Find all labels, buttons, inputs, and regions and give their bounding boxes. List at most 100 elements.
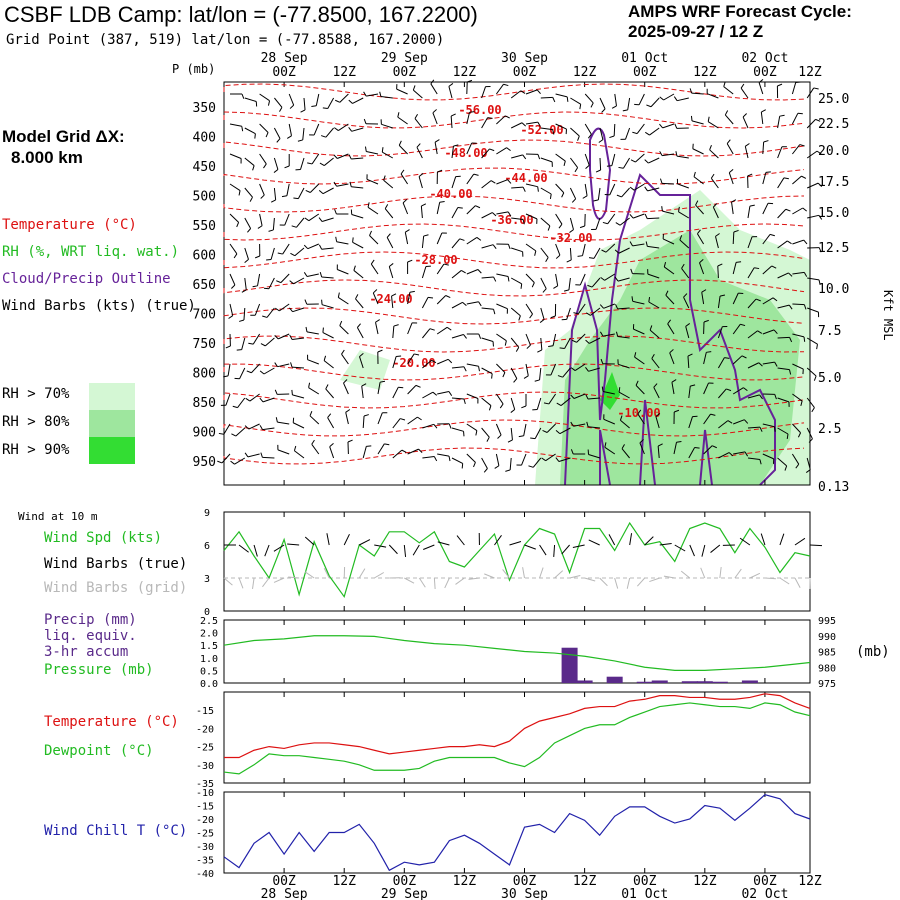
temperature-contour <box>223 195 805 213</box>
wind-barb-flag <box>733 229 739 233</box>
wind-barb-flag <box>543 402 550 405</box>
wind-barb-staff <box>726 143 734 155</box>
wind-barb-staff <box>732 292 739 305</box>
wind-barb-staff <box>617 336 630 339</box>
wind-barb-staff <box>510 367 518 379</box>
wind-barb-flag <box>497 434 502 439</box>
wind-barb-staff <box>259 93 270 102</box>
wind-barb-flag <box>335 236 338 242</box>
height-tick-label: 10.0 <box>818 282 849 297</box>
wind-barb-staff <box>244 217 252 229</box>
time-tick-top: 12Z <box>332 65 356 80</box>
wind-barb-staff <box>570 157 579 168</box>
wind-speed-label: Wind Spd (kts) <box>44 530 163 546</box>
time-tick-bottom: 12Z <box>693 874 717 889</box>
wind-barb-staff <box>294 247 305 257</box>
wind-barb-flag <box>300 109 306 113</box>
wind-barb-flag <box>448 423 452 429</box>
wind-barb-flag <box>252 285 258 288</box>
wind-barb-staff <box>603 418 615 425</box>
wind-barb-flag <box>407 259 413 263</box>
wind-barb-staff <box>496 303 508 310</box>
wind-barb-true <box>674 544 686 552</box>
wind-barb-flag <box>423 234 429 237</box>
wind-barb-flag <box>727 420 733 424</box>
wind-barb-flag <box>318 217 323 222</box>
wind-barb-flag <box>740 323 746 327</box>
wind-barb-flag <box>570 367 576 371</box>
temperature-contour-label: -44.00 <box>504 171 547 185</box>
wind-barb-staff <box>451 457 463 464</box>
wind-barb-flag <box>412 85 416 91</box>
windchill-tick: -25 <box>196 829 214 840</box>
height-tick-label: 7.5 <box>818 324 841 339</box>
wind-barb-flag <box>228 315 233 319</box>
wind-barb-staff <box>359 356 364 369</box>
wind-barb-staff <box>540 307 545 320</box>
wind-barb-staff <box>655 416 660 429</box>
wind-barb-staff <box>407 353 415 365</box>
wind-barb-flag <box>490 180 496 184</box>
wind-barb-staff <box>552 333 557 346</box>
wind-barb-staff <box>570 127 580 137</box>
temp-tick: -35 <box>196 779 214 790</box>
wind-barb-flag <box>644 213 648 219</box>
wind-barb-flag <box>744 419 749 424</box>
wind-barb-flag <box>761 109 766 113</box>
wind-barb-staff <box>436 202 441 215</box>
wind-barb-staff <box>637 413 645 425</box>
wind-barb-flag <box>439 200 445 203</box>
wind-barb-staff <box>588 426 601 429</box>
wind-barb-staff <box>244 277 247 290</box>
temp-tick: -25 <box>196 743 214 754</box>
wind-barb-flag <box>536 89 541 94</box>
wind-barb-staff <box>307 359 319 365</box>
wind-barb-staff <box>555 213 563 225</box>
wind-barb-staff <box>688 386 691 399</box>
wind-barb-flag <box>803 304 807 310</box>
wind-barb-flag <box>813 375 817 381</box>
precip-panel-frame <box>223 619 811 684</box>
wind-barb-flag <box>577 135 580 141</box>
wind-barb-flag <box>523 375 529 379</box>
wind-barb-flag <box>788 304 793 310</box>
wind-barb-staff <box>618 247 630 254</box>
wind-barb-staff <box>627 97 631 110</box>
wind-barb-staff <box>251 363 260 374</box>
wind-barb-staff <box>747 362 760 369</box>
wind-barb-flag <box>599 331 604 337</box>
wind-barb-flag <box>522 154 527 160</box>
wind-barb-flag <box>386 233 391 238</box>
wind-barb-flag <box>353 265 356 271</box>
model-grid-label: Model Grid ΔX: <box>2 127 125 146</box>
wind-barb-flag <box>645 241 648 247</box>
date-label-top: 29 Sep <box>381 51 428 66</box>
wind-barb-staff <box>540 127 553 131</box>
wind-barb-flag <box>507 211 512 217</box>
wind-barb-staff <box>510 90 522 99</box>
wind-barb-staff <box>566 307 571 320</box>
wind-barb-flag <box>629 214 634 219</box>
wind-barb-staff <box>241 337 246 350</box>
cross-section-frame <box>223 81 811 486</box>
wind-barb-staff <box>284 213 290 226</box>
wind-barb-staff <box>747 426 761 429</box>
wind-barb-flag <box>486 436 490 442</box>
wind-barb-staff <box>691 120 704 125</box>
wind-barb-flag <box>731 199 737 203</box>
wind-barb-staff <box>669 352 675 365</box>
wind-barb-staff <box>466 112 470 125</box>
wind-barb-staff <box>496 333 507 342</box>
wind-barb-flag <box>433 423 438 429</box>
wind-barb-staff <box>703 352 707 365</box>
wind-barb-staff <box>536 397 542 410</box>
wind-barb-flag <box>506 147 511 152</box>
wind-barb-flag <box>537 121 541 127</box>
pressure-unit-label: (mb) <box>856 644 890 660</box>
pressure-tick: 980 <box>818 663 836 674</box>
wind-barb-flag <box>427 296 434 299</box>
wind-barb-true <box>509 541 522 546</box>
wind-barb-flag <box>259 370 265 375</box>
wind-barb-staff <box>597 187 601 200</box>
wind-barb-flag <box>726 139 731 144</box>
